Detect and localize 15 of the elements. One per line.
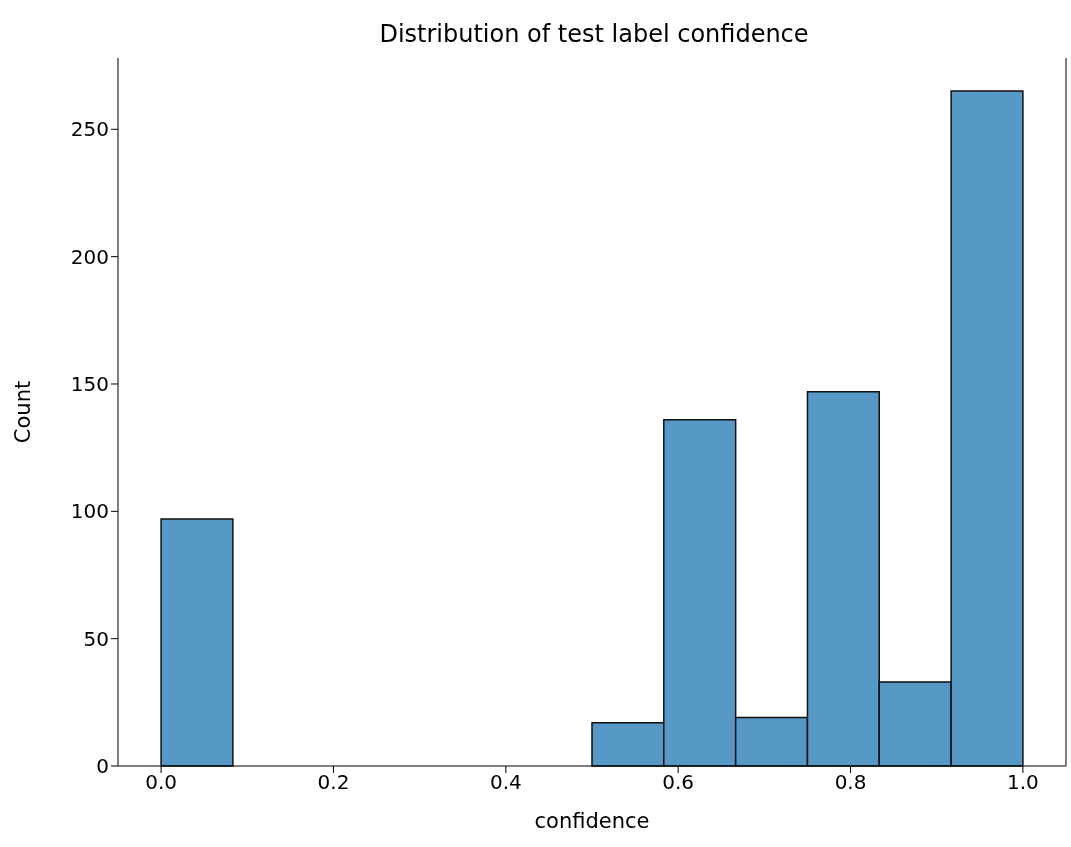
y-tick-label: 250 xyxy=(70,117,109,142)
x-tick-label: 0.4 xyxy=(489,770,522,795)
y-tick-label: 50 xyxy=(83,626,109,651)
x-tick-label: 0.0 xyxy=(145,770,177,795)
y-tick-label: 100 xyxy=(70,499,109,524)
x-tick-label: 0.2 xyxy=(317,770,350,795)
y-tick-label: 200 xyxy=(70,244,109,269)
x-tick-label: 0.8 xyxy=(834,770,867,795)
x-tick-label: 1.0 xyxy=(1007,770,1039,795)
y-tick-label: 150 xyxy=(70,372,109,397)
chart-title: Distribution of test label confidence xyxy=(378,20,810,48)
y-axis-title: Count xyxy=(11,380,36,444)
x-axis-title: confidence xyxy=(534,809,650,833)
y-tick-label: 0 xyxy=(96,754,109,779)
x-tick-label: 0.6 xyxy=(662,770,695,795)
